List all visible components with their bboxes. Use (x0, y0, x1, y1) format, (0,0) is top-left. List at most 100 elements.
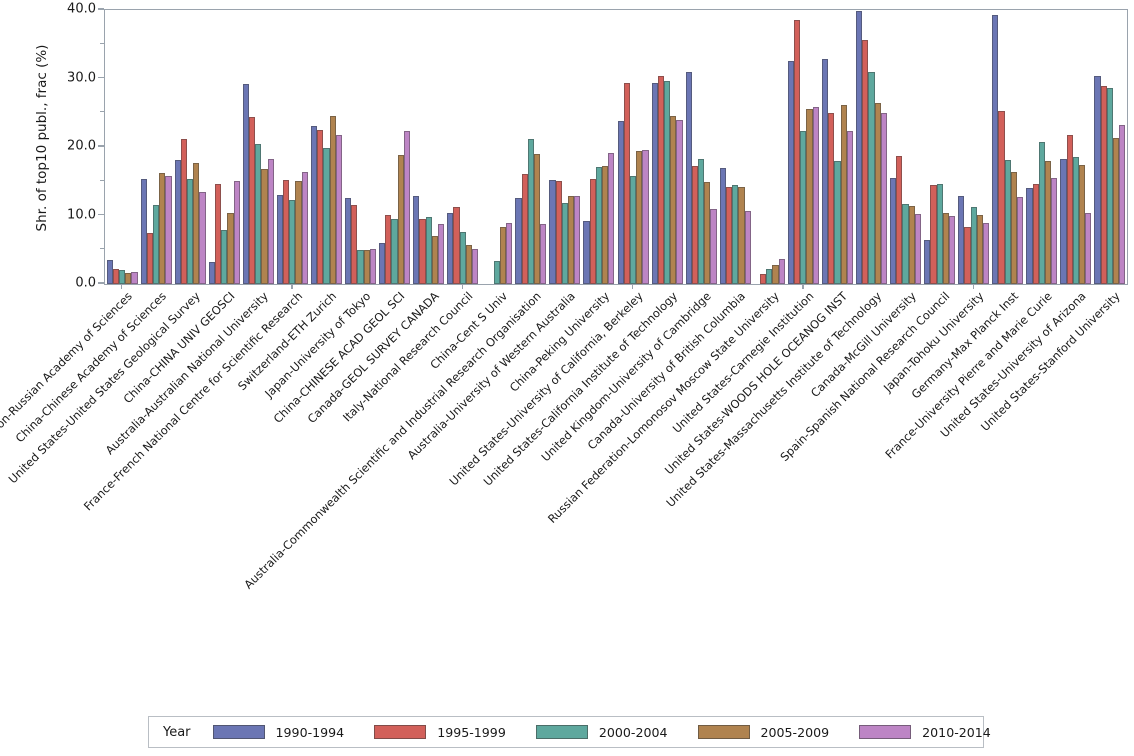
bar[interactable] (1106, 88, 1114, 284)
bar[interactable] (589, 179, 596, 284)
bar[interactable] (629, 176, 637, 284)
bar[interactable] (732, 185, 739, 284)
bar[interactable] (982, 223, 990, 284)
bar[interactable] (970, 206, 977, 284)
bar[interactable] (397, 154, 404, 284)
bar[interactable] (391, 218, 398, 284)
bar[interactable] (363, 250, 370, 284)
bar[interactable] (846, 130, 853, 284)
bar[interactable] (806, 109, 813, 284)
bar[interactable] (663, 80, 671, 284)
bar[interactable] (152, 205, 160, 284)
bar[interactable] (385, 214, 392, 284)
bar[interactable] (958, 196, 965, 284)
bar[interactable] (840, 105, 847, 284)
bar[interactable] (719, 168, 726, 284)
bar[interactable] (506, 223, 513, 284)
bar[interactable] (595, 166, 603, 284)
bar[interactable] (1085, 212, 1092, 284)
bar[interactable] (924, 240, 931, 284)
bar[interactable] (930, 184, 937, 284)
bar[interactable] (868, 71, 875, 284)
bar[interactable] (567, 196, 575, 284)
bar[interactable] (459, 231, 466, 284)
bar[interactable] (821, 59, 829, 284)
bar[interactable] (1094, 76, 1101, 284)
bar[interactable] (828, 113, 835, 284)
bar[interactable] (704, 181, 711, 284)
bar[interactable] (583, 220, 590, 284)
bar[interactable] (335, 134, 342, 284)
bar[interactable] (345, 197, 352, 284)
bar[interactable] (267, 158, 274, 284)
bar[interactable] (574, 196, 581, 284)
bar[interactable] (812, 107, 819, 284)
bar[interactable] (242, 83, 249, 284)
bar[interactable] (561, 203, 568, 284)
bar[interactable] (1017, 197, 1024, 284)
bar[interactable] (261, 168, 268, 284)
bar[interactable] (602, 166, 609, 284)
bar[interactable] (942, 212, 949, 284)
bar[interactable] (710, 208, 717, 284)
bar[interactable] (1004, 160, 1011, 284)
bar[interactable] (685, 72, 692, 284)
bar[interactable] (131, 271, 138, 284)
bar[interactable] (521, 174, 528, 284)
bar[interactable] (329, 116, 336, 284)
bar[interactable] (351, 204, 358, 284)
bar[interactable] (880, 112, 887, 284)
bar[interactable] (106, 260, 113, 284)
bar[interactable] (165, 175, 172, 284)
bar[interactable] (125, 273, 132, 284)
bar[interactable] (1072, 157, 1079, 284)
legend-item[interactable]: 2005-2009 (697, 725, 829, 740)
bar[interactable] (1066, 135, 1073, 284)
bar[interactable] (301, 171, 308, 284)
bar[interactable] (725, 186, 733, 284)
bar[interactable] (914, 214, 922, 284)
bar[interactable] (437, 224, 445, 284)
bar[interactable] (357, 249, 364, 284)
bar[interactable] (998, 110, 1005, 284)
legend-item[interactable]: 2010-2014 (859, 725, 991, 740)
bar[interactable] (1026, 188, 1033, 284)
bar[interactable] (738, 187, 745, 284)
bar[interactable] (112, 268, 119, 284)
bar[interactable] (1010, 172, 1018, 284)
bar[interactable] (214, 184, 222, 284)
bar[interactable] (902, 203, 909, 284)
bar[interactable] (413, 196, 420, 284)
bar[interactable] (369, 249, 376, 284)
legend-item[interactable]: 2000-2004 (535, 725, 668, 740)
bar[interactable] (310, 125, 318, 284)
bar[interactable] (159, 173, 166, 284)
bar[interactable] (221, 229, 228, 284)
bar[interactable] (744, 211, 751, 284)
legend-item[interactable]: 1990-1994 (212, 725, 344, 740)
bar[interactable] (890, 177, 897, 284)
bar[interactable] (208, 262, 215, 284)
bar[interactable] (642, 150, 649, 284)
bar[interactable] (180, 138, 188, 284)
bar[interactable] (759, 273, 767, 284)
bar[interactable] (317, 129, 324, 284)
bar[interactable] (453, 206, 460, 284)
bar[interactable] (800, 130, 807, 284)
bar[interactable] (323, 148, 330, 284)
bar[interactable] (465, 244, 472, 284)
bar[interactable] (862, 40, 869, 284)
bar[interactable] (1113, 138, 1120, 284)
bar[interactable] (431, 236, 438, 284)
bar[interactable] (676, 119, 683, 284)
bar[interactable] (896, 155, 903, 284)
bar[interactable] (199, 192, 206, 284)
bar[interactable] (1060, 159, 1067, 284)
bar[interactable] (289, 200, 296, 284)
bar[interactable] (471, 249, 479, 284)
bar[interactable] (1032, 184, 1039, 284)
bar[interactable] (403, 130, 411, 284)
bar[interactable] (295, 181, 302, 284)
bar[interactable] (874, 103, 881, 284)
bar[interactable] (948, 215, 956, 284)
